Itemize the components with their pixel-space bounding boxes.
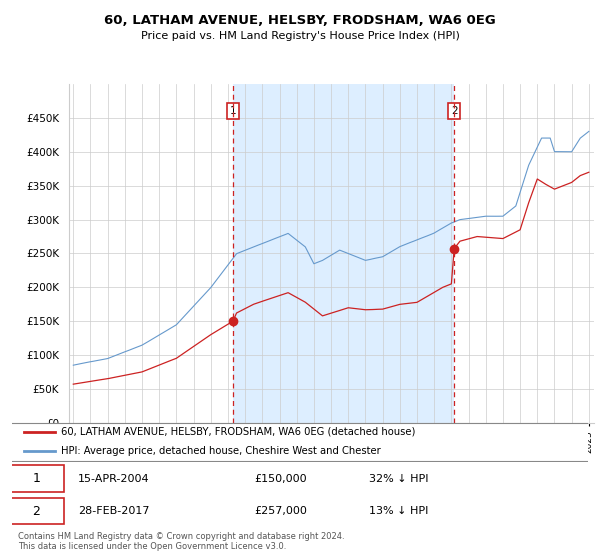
Text: £257,000: £257,000: [254, 506, 307, 516]
FancyBboxPatch shape: [9, 498, 64, 525]
Text: 15-APR-2004: 15-APR-2004: [78, 474, 150, 484]
Text: 60, LATHAM AVENUE, HELSBY, FRODSHAM, WA6 0EG: 60, LATHAM AVENUE, HELSBY, FRODSHAM, WA6…: [104, 14, 496, 27]
Text: £150,000: £150,000: [254, 474, 307, 484]
Text: 1: 1: [32, 472, 40, 486]
Text: 32% ↓ HPI: 32% ↓ HPI: [369, 474, 428, 484]
Text: Contains HM Land Registry data © Crown copyright and database right 2024.
This d: Contains HM Land Registry data © Crown c…: [18, 532, 344, 552]
Text: Price paid vs. HM Land Registry's House Price Index (HPI): Price paid vs. HM Land Registry's House …: [140, 31, 460, 41]
Text: 2: 2: [451, 106, 457, 116]
Bar: [233, 84, 454, 423]
Text: 60, LATHAM AVENUE, HELSBY, FRODSHAM, WA6 0EG (detached house): 60, LATHAM AVENUE, HELSBY, FRODSHAM, WA6…: [61, 427, 415, 437]
Text: HPI: Average price, detached house, Cheshire West and Chester: HPI: Average price, detached house, Ches…: [61, 446, 381, 456]
Text: 1: 1: [230, 106, 236, 116]
FancyBboxPatch shape: [9, 465, 64, 492]
FancyBboxPatch shape: [9, 423, 590, 461]
Text: 13% ↓ HPI: 13% ↓ HPI: [369, 506, 428, 516]
Text: 2: 2: [32, 505, 40, 517]
Text: 28-FEB-2017: 28-FEB-2017: [78, 506, 150, 516]
